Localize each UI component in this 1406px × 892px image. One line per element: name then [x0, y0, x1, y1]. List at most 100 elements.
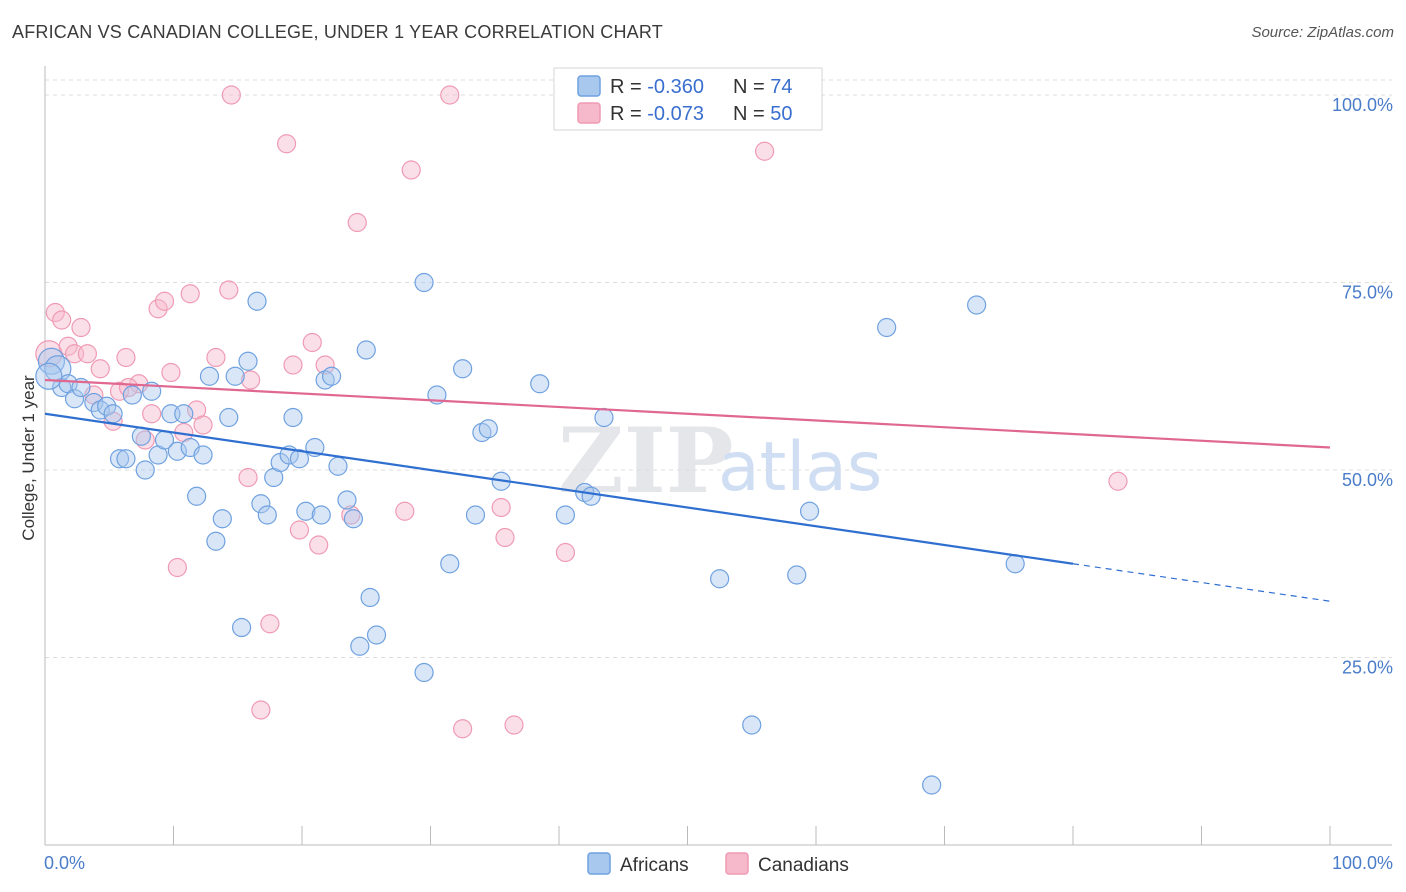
data-point-africans — [206, 531, 226, 551]
data-point-africans — [555, 505, 576, 525]
data-point-canadians — [238, 467, 258, 488]
data-point-africans — [187, 486, 207, 506]
data-point-canadians — [148, 299, 168, 319]
data-point-canadians — [491, 497, 511, 518]
data-point-africans — [414, 272, 434, 293]
data-point-africans — [97, 396, 117, 416]
legend-label-canadians[interactable]: Canadians — [758, 855, 849, 876]
data-point-africans — [742, 715, 762, 735]
data-point-canadians — [241, 370, 261, 390]
data-point-africans — [321, 366, 342, 386]
data-point-canadians — [219, 280, 239, 300]
trend-lines — [44, 378, 1331, 602]
data-point-canadians — [289, 520, 310, 540]
data-point-canadians — [453, 719, 473, 739]
data-point-africans — [283, 407, 303, 428]
data-point-africans — [343, 509, 363, 529]
n-value-africans: 74 — [770, 76, 792, 98]
x-tick-label-min: 0.0% — [44, 853, 85, 873]
data-point-africans — [219, 407, 239, 428]
data-point-canadians — [504, 715, 524, 735]
data-point-africans — [366, 625, 387, 645]
chart-title: AFRICAN VS CANADIAN COLLEGE, UNDER 1 YEA… — [12, 22, 663, 42]
data-point-africans — [799, 501, 820, 521]
stats-legend-swatch-canadians — [577, 102, 601, 124]
series-africans-points — [35, 272, 1025, 795]
data-point-africans — [135, 460, 155, 480]
data-point-africans — [199, 366, 220, 386]
data-point-canadians — [495, 527, 515, 548]
chart-source: Source: ZipAtlas.com — [1251, 24, 1394, 41]
data-point-africans — [311, 505, 331, 525]
data-point-africans — [225, 366, 245, 386]
data-point-africans — [787, 565, 807, 585]
data-point-africans — [232, 617, 252, 638]
data-point-africans — [350, 636, 370, 656]
r-value-canadians: -0.073 — [647, 103, 704, 125]
data-point-canadians — [116, 347, 136, 368]
data-point-africans — [167, 441, 187, 461]
data-point-canadians — [283, 355, 303, 375]
data-point-africans — [131, 426, 151, 446]
trend-line-extension-africans — [1072, 563, 1331, 602]
n-value-canadians: 50 — [770, 103, 792, 125]
r-label-canadians: R = — [610, 103, 647, 125]
data-point-africans — [174, 404, 194, 424]
data-point-africans — [414, 662, 434, 683]
stats-legend-swatch-africans — [577, 75, 601, 97]
data-point-canadians — [401, 160, 421, 180]
data-point-canadians — [276, 134, 297, 154]
data-point-africans — [710, 569, 730, 589]
n-label-africans: N = — [733, 76, 770, 98]
data-point-africans — [530, 374, 550, 394]
data-point-canadians — [161, 362, 181, 383]
data-point-africans — [1005, 554, 1025, 574]
watermark-atlas: atlas — [718, 428, 882, 507]
data-point-africans — [247, 291, 267, 311]
data-point-canadians — [440, 85, 460, 105]
data-point-canadians — [71, 317, 91, 338]
data-point-canadians — [206, 347, 226, 368]
data-point-canadians — [142, 404, 162, 424]
data-point-africans — [337, 490, 357, 510]
x-tick-label-max: 100.0% — [1332, 853, 1393, 873]
data-point-canadians — [167, 557, 187, 578]
y-tick-label: 75.0% — [1342, 283, 1393, 303]
watermark-zip: ZIP — [558, 408, 733, 514]
data-point-canadians — [221, 85, 241, 105]
data-point-africans — [360, 587, 380, 608]
data-point-africans — [64, 389, 85, 409]
data-point-canadians — [251, 700, 271, 720]
data-point-canadians — [347, 212, 367, 233]
series-points — [35, 85, 1128, 795]
trend-line-africans — [44, 412, 1074, 565]
y-axis-title: College, Under 1 year — [19, 375, 38, 541]
data-point-africans — [84, 392, 104, 413]
data-point-canadians — [260, 614, 280, 634]
series-canadians-points — [35, 85, 1128, 739]
data-point-canadians — [135, 430, 155, 450]
data-point-canadians — [315, 355, 335, 375]
legend-label-africans[interactable]: Africans — [620, 855, 689, 876]
data-point-canadians — [154, 291, 175, 311]
data-point-africans — [238, 351, 258, 371]
data-point-africans — [465, 505, 486, 525]
r-value-africans: -0.360 — [647, 76, 704, 98]
data-point-africans — [581, 486, 601, 506]
data-point-canadians — [754, 141, 775, 161]
legend-swatch-africans[interactable] — [587, 852, 611, 875]
data-point-africans — [453, 359, 473, 379]
trend-line-canadians — [44, 378, 1331, 449]
data-point-africans — [328, 456, 348, 476]
data-point-africans — [35, 362, 63, 390]
y-tick-label: 100.0% — [1332, 95, 1393, 115]
y-tick-label: 50.0% — [1342, 470, 1393, 490]
data-point-canadians — [1108, 471, 1128, 491]
legend-swatch-canadians[interactable] — [725, 852, 749, 875]
data-point-africans — [356, 340, 376, 360]
data-point-canadians — [58, 336, 78, 356]
data-point-canadians — [302, 332, 322, 353]
axes — [44, 66, 1392, 846]
data-point-africans — [594, 407, 614, 428]
